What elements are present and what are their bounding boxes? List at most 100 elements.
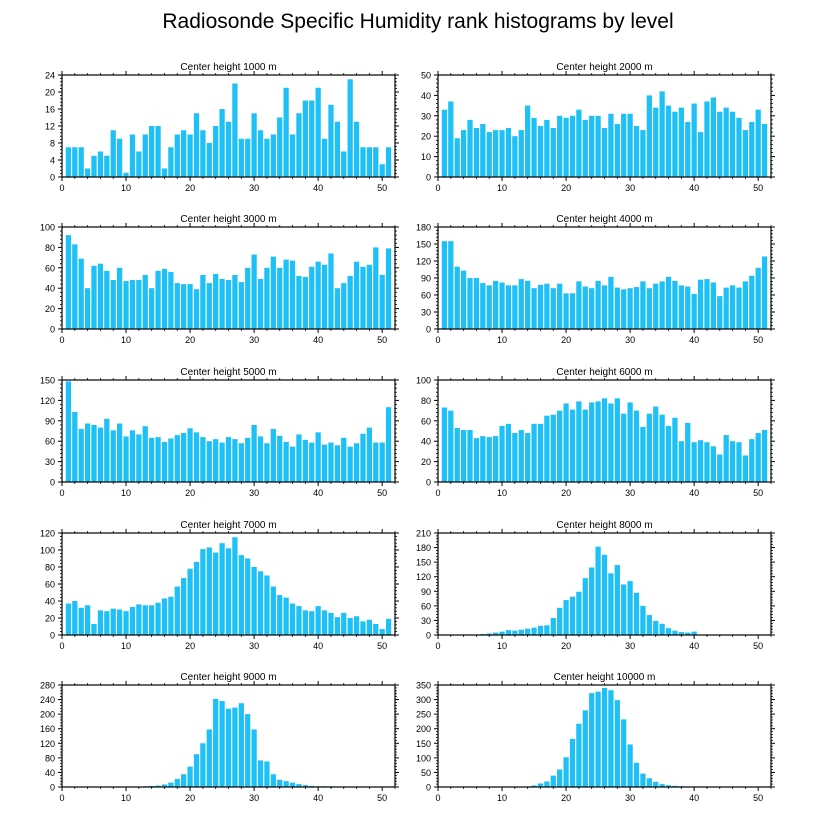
y-tick-label: 0	[426, 173, 431, 183]
y-tick-label: 0	[50, 325, 55, 335]
y-tick-label: 100	[416, 376, 431, 386]
y-tick-label: 0	[50, 631, 55, 641]
bar	[461, 130, 466, 177]
bar	[91, 425, 96, 482]
x-tick-label: 0	[59, 183, 64, 193]
bar	[762, 124, 767, 177]
bar	[557, 608, 562, 635]
bar	[551, 288, 556, 329]
bar	[512, 433, 517, 482]
bar	[640, 130, 645, 177]
bar	[551, 776, 556, 787]
bar	[162, 598, 167, 635]
x-tick-label: 30	[625, 793, 635, 803]
bar	[309, 611, 314, 635]
x-tick-label: 0	[59, 641, 64, 651]
panel-title: Center height 6000 m	[556, 367, 652, 378]
bar	[640, 774, 645, 787]
bar	[271, 774, 276, 787]
bar	[226, 437, 231, 482]
bar	[207, 441, 212, 482]
bar	[595, 401, 600, 482]
x-tick-label: 40	[689, 488, 699, 498]
bar	[538, 285, 543, 329]
bar	[66, 604, 71, 635]
bar	[724, 435, 729, 482]
bar	[717, 296, 722, 329]
bar	[136, 280, 141, 329]
bar	[634, 126, 639, 177]
bar	[730, 285, 735, 329]
bar	[506, 285, 511, 329]
bar	[98, 264, 103, 329]
bar	[200, 130, 205, 177]
bar	[704, 102, 709, 177]
bar	[544, 120, 549, 177]
bar	[724, 108, 729, 177]
bar	[711, 446, 716, 482]
bar	[245, 714, 250, 787]
bar	[296, 113, 301, 177]
bar	[143, 605, 148, 635]
bar	[698, 132, 703, 177]
bar	[679, 108, 684, 177]
bar	[85, 424, 90, 482]
y-tick-label: 60	[45, 437, 55, 447]
y-tick-label: 40	[45, 768, 55, 778]
bar	[551, 618, 556, 635]
bar	[711, 283, 716, 329]
bar	[175, 435, 180, 482]
x-tick-label: 40	[313, 793, 323, 803]
x-tick-label: 0	[435, 335, 440, 345]
bar	[354, 443, 359, 482]
x-tick-label: 10	[121, 793, 131, 803]
bar	[736, 442, 741, 482]
bar	[531, 628, 536, 635]
bar	[207, 547, 212, 635]
y-tick-label: 210	[416, 529, 431, 539]
bar	[380, 629, 385, 635]
bar	[290, 783, 295, 787]
bar	[226, 548, 231, 635]
bar	[448, 411, 453, 482]
bar	[98, 152, 103, 178]
bar	[277, 436, 282, 482]
bar	[316, 432, 321, 482]
bar	[98, 610, 103, 635]
y-tick-label: 60	[45, 580, 55, 590]
bar	[162, 269, 167, 329]
bar	[162, 442, 167, 482]
bar	[117, 268, 122, 329]
x-tick-label: 0	[435, 641, 440, 651]
bars	[66, 235, 391, 329]
bar	[213, 699, 218, 787]
bar	[602, 128, 607, 177]
bar	[251, 567, 256, 635]
bar	[487, 285, 492, 329]
bar	[653, 621, 658, 635]
bars	[442, 241, 767, 329]
bar	[271, 135, 276, 178]
bar	[743, 455, 748, 482]
bar	[576, 592, 581, 635]
bar	[576, 281, 581, 329]
bar	[130, 280, 135, 329]
y-tick-label: 10	[421, 152, 431, 162]
y-tick-label: 250	[416, 710, 431, 720]
y-tick-label: 30	[421, 616, 431, 626]
bar	[284, 442, 289, 482]
bar	[627, 744, 632, 787]
bar	[717, 454, 722, 482]
bar	[640, 427, 645, 482]
bars	[66, 537, 391, 635]
bar	[730, 112, 735, 177]
bar	[290, 604, 295, 635]
panel-10: Center height 10000 m0501001502002503003…	[416, 672, 775, 803]
x-tick-label: 20	[185, 335, 195, 345]
y-tick-label: 50	[421, 768, 431, 778]
bar	[245, 139, 250, 177]
bar	[608, 114, 613, 177]
